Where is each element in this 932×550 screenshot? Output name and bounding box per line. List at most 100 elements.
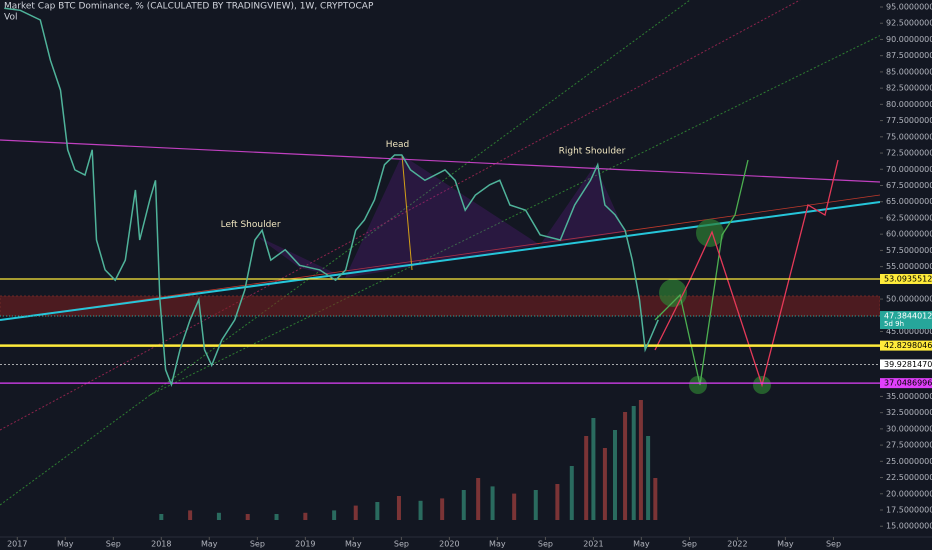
y-tick-label: 35.00000000 bbox=[886, 392, 932, 401]
volume-bar bbox=[533, 490, 538, 520]
resistance-zone bbox=[0, 295, 881, 317]
y-tick-label: 75.00000000 bbox=[886, 132, 932, 141]
x-tick-label: May bbox=[57, 540, 74, 549]
projection-path bbox=[654, 159, 749, 386]
last-price-label: 47.38440122 bbox=[884, 312, 932, 321]
volume-bar bbox=[602, 448, 607, 520]
level-label: 39.92814704 bbox=[884, 360, 932, 369]
volume-bar bbox=[303, 512, 308, 520]
y-tick-label: 62.50000000 bbox=[886, 213, 932, 222]
chart-title: Market Cap BTC Dominance, % (CALCULATED … bbox=[4, 2, 374, 12]
volume-bar bbox=[396, 496, 401, 520]
x-tick-label: Sep bbox=[106, 540, 121, 549]
y-tick-label: 32.50000000 bbox=[886, 408, 932, 417]
y-tick-label: 90.00000000 bbox=[886, 35, 932, 44]
channel-line bbox=[0, 0, 801, 431]
last-price-bg bbox=[880, 311, 932, 330]
volume-bar bbox=[591, 418, 596, 520]
volume-bar bbox=[375, 502, 380, 520]
y-tick-label: 95.00000000 bbox=[886, 3, 932, 12]
level-label-bg bbox=[880, 340, 932, 351]
pattern-fill bbox=[345, 155, 540, 278]
x-tick-label: May bbox=[633, 540, 650, 549]
volume-bar bbox=[188, 510, 193, 520]
volume-bar bbox=[461, 490, 466, 520]
resistance-line bbox=[0, 139, 881, 183]
volume-bar bbox=[245, 514, 250, 520]
volume-bar bbox=[646, 436, 651, 520]
y-tick-label: 57.50000000 bbox=[886, 246, 932, 255]
volume-bar bbox=[584, 436, 589, 520]
volume-bar bbox=[612, 430, 617, 520]
x-tick-label: Sep bbox=[250, 540, 265, 549]
level-label: 42.82980462 bbox=[884, 341, 932, 350]
x-tick-label: Sep bbox=[394, 540, 409, 549]
volume-bar bbox=[216, 512, 221, 520]
level-label-bg bbox=[880, 359, 932, 370]
y-tick-label: 87.50000000 bbox=[886, 51, 932, 60]
x-tick-label: 2018 bbox=[151, 540, 171, 549]
neckline bbox=[0, 201, 881, 321]
pattern-fill bbox=[255, 235, 345, 278]
volume-bar bbox=[274, 514, 279, 520]
level-label-bg bbox=[880, 378, 932, 389]
volume-bar bbox=[555, 484, 560, 520]
y-tick-label: 20.00000000 bbox=[886, 489, 932, 498]
x-tick-label: 2021 bbox=[583, 540, 603, 549]
subtitle: Vol bbox=[4, 13, 17, 23]
volume-bar bbox=[159, 514, 164, 520]
price-line bbox=[4, 7, 659, 388]
y-tick-label: 92.50000000 bbox=[886, 19, 932, 28]
level-label: 53.09355128 bbox=[884, 274, 932, 283]
x-tick-label: 2019 bbox=[295, 540, 315, 549]
volume-bar bbox=[631, 406, 636, 520]
y-tick-label: 70.00000000 bbox=[886, 165, 932, 174]
x-tick-label: May bbox=[345, 540, 362, 549]
y-tick-label: 17.50000000 bbox=[886, 506, 932, 515]
y-tick-label: 60.00000000 bbox=[886, 230, 932, 239]
level-label-bg bbox=[880, 273, 932, 284]
y-tick-label: 45.00000000 bbox=[886, 327, 932, 336]
channel-line bbox=[149, 9, 932, 396]
x-tick-label: 2017 bbox=[7, 540, 27, 549]
x-tick-label: 2020 bbox=[439, 540, 459, 549]
channel-line bbox=[0, 0, 691, 506]
volume-bar bbox=[332, 510, 337, 520]
y-tick-label: 85.00000000 bbox=[886, 67, 932, 76]
y-tick-label: 27.50000000 bbox=[886, 441, 932, 450]
x-tick-label: Sep bbox=[826, 540, 841, 549]
y-tick-label: 55.00000000 bbox=[886, 262, 932, 271]
y-tick-label: 77.50000000 bbox=[886, 116, 932, 125]
y-tick-label: 25.00000000 bbox=[886, 457, 932, 466]
x-tick-label: May bbox=[777, 540, 794, 549]
volume-bar bbox=[418, 500, 423, 520]
volume-bar bbox=[440, 498, 445, 520]
annotation: Right Shoulder bbox=[559, 147, 626, 157]
annotation: Left Shoulder bbox=[221, 220, 281, 230]
annotation: Head bbox=[386, 140, 410, 150]
volume-bar bbox=[490, 486, 495, 520]
projection-path bbox=[654, 159, 839, 388]
x-tick-label: May bbox=[201, 540, 218, 549]
y-tick-label: 65.00000000 bbox=[886, 197, 932, 206]
y-tick-label: 22.50000000 bbox=[886, 473, 932, 482]
target-circle bbox=[689, 376, 707, 394]
x-tick-label: May bbox=[489, 540, 506, 549]
volume-bar bbox=[569, 466, 574, 520]
y-tick-label: 30.00000000 bbox=[886, 424, 932, 433]
target-circle bbox=[696, 219, 724, 247]
y-tick-label: 50.00000000 bbox=[886, 295, 932, 304]
x-tick-label: Sep bbox=[682, 540, 697, 549]
y-tick-label: 15.00000000 bbox=[886, 522, 932, 531]
volume-bar bbox=[638, 400, 643, 520]
volume-bar bbox=[476, 478, 481, 520]
x-tick-label: Sep bbox=[538, 540, 553, 549]
countdown: 5d 9h bbox=[884, 320, 904, 328]
volume-bar bbox=[512, 493, 517, 520]
head-line bbox=[401, 154, 413, 271]
pattern-fill bbox=[540, 165, 625, 245]
x-tick-label: 2022 bbox=[727, 540, 747, 549]
